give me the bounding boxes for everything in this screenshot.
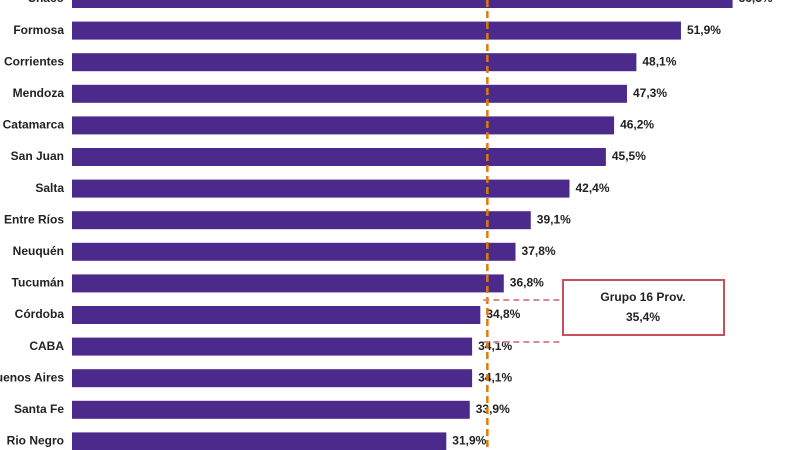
y-tick-label: Mendoza: [13, 86, 65, 100]
y-tick-label: Santa Fe: [14, 402, 64, 416]
y-tick-label: Entre Ríos: [4, 212, 64, 226]
y-tick-label: Córdoba: [15, 307, 65, 321]
bar: [72, 274, 504, 293]
bar: [72, 337, 473, 356]
data-label: 34,8%: [486, 307, 520, 321]
data-label: 31,9%: [452, 434, 486, 448]
bar: [72, 369, 473, 388]
data-label: 37,8%: [522, 244, 556, 258]
bar: [72, 116, 615, 135]
data-label: 56,3%: [739, 0, 773, 5]
data-label: 33,9%: [476, 402, 510, 416]
y-tick-label: Catamarca: [3, 118, 65, 132]
bar: [72, 432, 447, 450]
y-tick-label: CABA: [29, 339, 64, 353]
data-label: 47,3%: [633, 86, 667, 100]
data-label: 39,1%: [537, 212, 571, 226]
bar: [72, 53, 637, 72]
y-tick-label: Neuquén: [13, 244, 64, 258]
annotation-value: 35,4%: [626, 310, 660, 324]
data-label: 48,1%: [642, 54, 676, 68]
data-label: 46,2%: [620, 118, 654, 132]
bar: [72, 306, 481, 324]
y-tick-label: Tucumán: [12, 276, 64, 290]
bar: [72, 400, 470, 419]
bar: [72, 21, 681, 40]
bar: [72, 0, 733, 8]
y-tick-label: Formosa: [13, 23, 64, 37]
bar: [72, 242, 516, 261]
data-label: 34,1%: [478, 339, 512, 353]
bar: [72, 179, 570, 198]
y-tick-label: San Juan: [11, 149, 64, 163]
data-label: 34,1%: [478, 370, 512, 384]
bar: [72, 148, 606, 166]
data-label: 36,8%: [510, 276, 544, 290]
data-label: 45,5%: [612, 149, 646, 163]
bar: [72, 84, 627, 103]
annotation-box: [562, 279, 725, 336]
annotation-title: Grupo 16 Prov.: [600, 290, 685, 304]
y-tick-label: Corrientes: [4, 54, 64, 68]
y-tick-label: Chaco: [27, 0, 64, 5]
data-label: 42,4%: [575, 181, 609, 195]
y-tick-label: Buenos Aires: [0, 370, 64, 384]
bar: [72, 211, 531, 230]
data-label: 51,9%: [687, 23, 721, 37]
y-tick-label: Salta: [35, 181, 64, 195]
annotation-connector: [483, 299, 563, 343]
y-tick-label: Rio Negro: [7, 434, 64, 448]
